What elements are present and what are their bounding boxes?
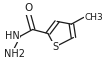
Text: O: O xyxy=(24,3,33,13)
Text: CH3: CH3 xyxy=(85,13,102,22)
Text: NH2: NH2 xyxy=(4,49,25,59)
Text: S: S xyxy=(52,42,58,52)
Text: HN: HN xyxy=(5,31,19,41)
